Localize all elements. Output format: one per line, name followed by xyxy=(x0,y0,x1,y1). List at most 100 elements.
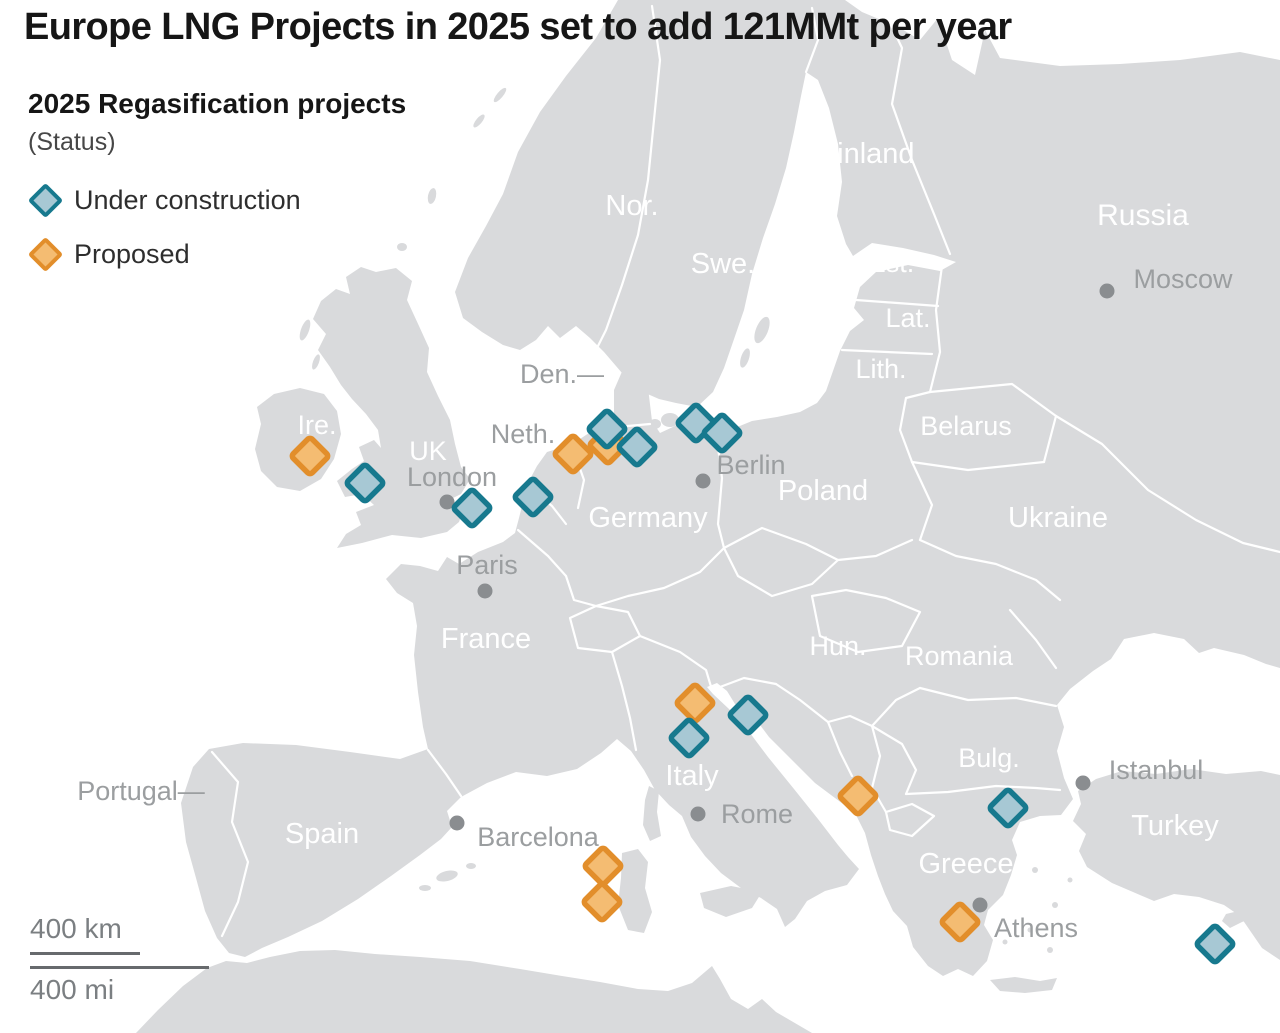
marker-under-construction xyxy=(512,476,554,518)
marker-diamond-icon xyxy=(987,787,1029,829)
map-label-est: Est. xyxy=(868,248,915,278)
map-label-germany: Germany xyxy=(588,502,708,534)
menorca xyxy=(466,863,476,869)
legend-label: Under construction xyxy=(74,184,301,215)
aegean-isle-3 xyxy=(1027,927,1033,933)
country-borders xyxy=(210,0,1280,938)
legend-label: Proposed xyxy=(74,238,190,269)
shetland xyxy=(427,188,437,204)
marker-diamond-icon xyxy=(674,682,716,724)
marker-diamond-icon xyxy=(1194,923,1236,965)
map-label-ukraine: Ukraine xyxy=(1008,502,1108,534)
border-croatia-bosnia xyxy=(774,682,830,724)
map-label-neth: Neth. xyxy=(491,419,556,449)
map-label-poland: Poland xyxy=(778,475,868,507)
map-label-greece: Greece xyxy=(918,848,1013,880)
aegean-isle-1 xyxy=(1032,867,1038,873)
aegean-isle-4 xyxy=(1067,877,1073,883)
legend: 2025 Regasification projects (Status) Un… xyxy=(27,88,407,272)
marker-diamond-icon xyxy=(581,881,623,923)
marker-proposed xyxy=(581,881,623,923)
lofoten-2 xyxy=(473,114,485,128)
border-ukraine-russia xyxy=(1054,414,1280,554)
turkey-anatolia xyxy=(1073,769,1280,960)
scale-km-line xyxy=(30,952,140,955)
scale-mi-line xyxy=(30,966,209,969)
border-serbia-romania xyxy=(870,686,922,728)
city-dot-berlin xyxy=(695,473,711,489)
mallorca xyxy=(436,870,458,882)
border-serbia-bulgaria xyxy=(870,724,918,796)
border-norway-sweden xyxy=(596,4,662,348)
marker-proposed xyxy=(289,435,331,477)
zealand xyxy=(661,413,679,427)
marker-proposed xyxy=(674,682,716,724)
map-label-bulg: Bulg. xyxy=(958,743,1020,773)
marker-diamond-icon xyxy=(616,426,658,468)
city-dot-london xyxy=(439,494,455,510)
map-cities: London Paris Berlin Moscow Rome Barcelona Ista… xyxy=(407,264,1233,943)
legend-item-under-construction: Under construction xyxy=(27,182,406,218)
city-label-london: London xyxy=(407,462,497,492)
north-africa xyxy=(136,950,812,1033)
map-label-hun: Hun. xyxy=(809,631,866,661)
map-label-italy: Italy xyxy=(665,760,719,792)
map-label-russia: Russia xyxy=(1097,199,1189,232)
border-slovakia-poland xyxy=(836,538,914,562)
city-label-berlin: Berlin xyxy=(716,450,785,480)
border-baltics-russia xyxy=(928,264,944,394)
marker-under-construction xyxy=(668,717,710,759)
marker-diamond-icon xyxy=(727,694,769,736)
corsica xyxy=(643,786,661,841)
border-sweden-finland xyxy=(804,6,820,74)
marker-under-construction xyxy=(701,412,743,454)
border-finland-russia xyxy=(878,0,952,256)
map-label-turkey: Turkey xyxy=(1131,810,1219,842)
scale-mi-label: 400 mi xyxy=(30,974,115,1005)
map-label-finland: Finland xyxy=(819,138,914,170)
map-label-uk: UK xyxy=(409,436,447,466)
marker-proposed xyxy=(582,845,624,887)
city-label-athens: Athens xyxy=(994,913,1078,943)
city-label-moscow: Moscow xyxy=(1133,264,1233,294)
cyprus xyxy=(1222,903,1262,928)
funen xyxy=(649,419,661,429)
map-label-lith: Lith. xyxy=(855,354,906,384)
under-construction-diamond-icon xyxy=(27,182,63,218)
gotland xyxy=(754,316,770,344)
border-austria-italy xyxy=(638,634,714,692)
border-belarus-ukraine xyxy=(910,460,1046,472)
map-label-portugal: Portugal— xyxy=(77,776,205,806)
border-germany-south xyxy=(594,546,726,608)
lofoten-1 xyxy=(493,87,507,103)
map-label-swe: Swe. xyxy=(691,248,755,280)
border-bosnia-serbia xyxy=(826,720,854,778)
city-dot-barcelona xyxy=(449,815,465,831)
marker-diamond-icon xyxy=(512,476,554,518)
map-label-ire: Ire. xyxy=(297,410,336,440)
border-czechia xyxy=(722,526,840,598)
map-markers xyxy=(289,402,1236,965)
marker-diamond-icon xyxy=(668,717,710,759)
aegean-isle-6 xyxy=(1047,947,1053,953)
border-slovenia-croatia xyxy=(710,676,778,692)
sardinia xyxy=(618,849,652,933)
marker-diamond-icon xyxy=(837,775,879,817)
border-serbia-macedonia xyxy=(870,724,888,814)
marker-diamond-icon xyxy=(701,412,743,454)
aegean-isle-2 xyxy=(1052,902,1058,908)
marker-diamond-icon xyxy=(289,435,331,477)
border-spain-portugal xyxy=(210,750,250,938)
border-poland-ukraine xyxy=(910,460,934,542)
orkney xyxy=(397,243,407,251)
aegean-isle-5 xyxy=(1002,939,1008,945)
continent-europe xyxy=(181,0,1280,976)
border-north-macedonia xyxy=(884,802,936,838)
border-romania-bulgaria xyxy=(918,686,1058,708)
map-label-belarus: Belarus xyxy=(920,411,1012,441)
legend-heading: 2025 Regasification projects xyxy=(28,88,407,119)
border-latvia-lithuania xyxy=(840,348,934,356)
legend-item-proposed: Proposed xyxy=(27,236,406,272)
marker-diamond-icon xyxy=(344,462,386,504)
